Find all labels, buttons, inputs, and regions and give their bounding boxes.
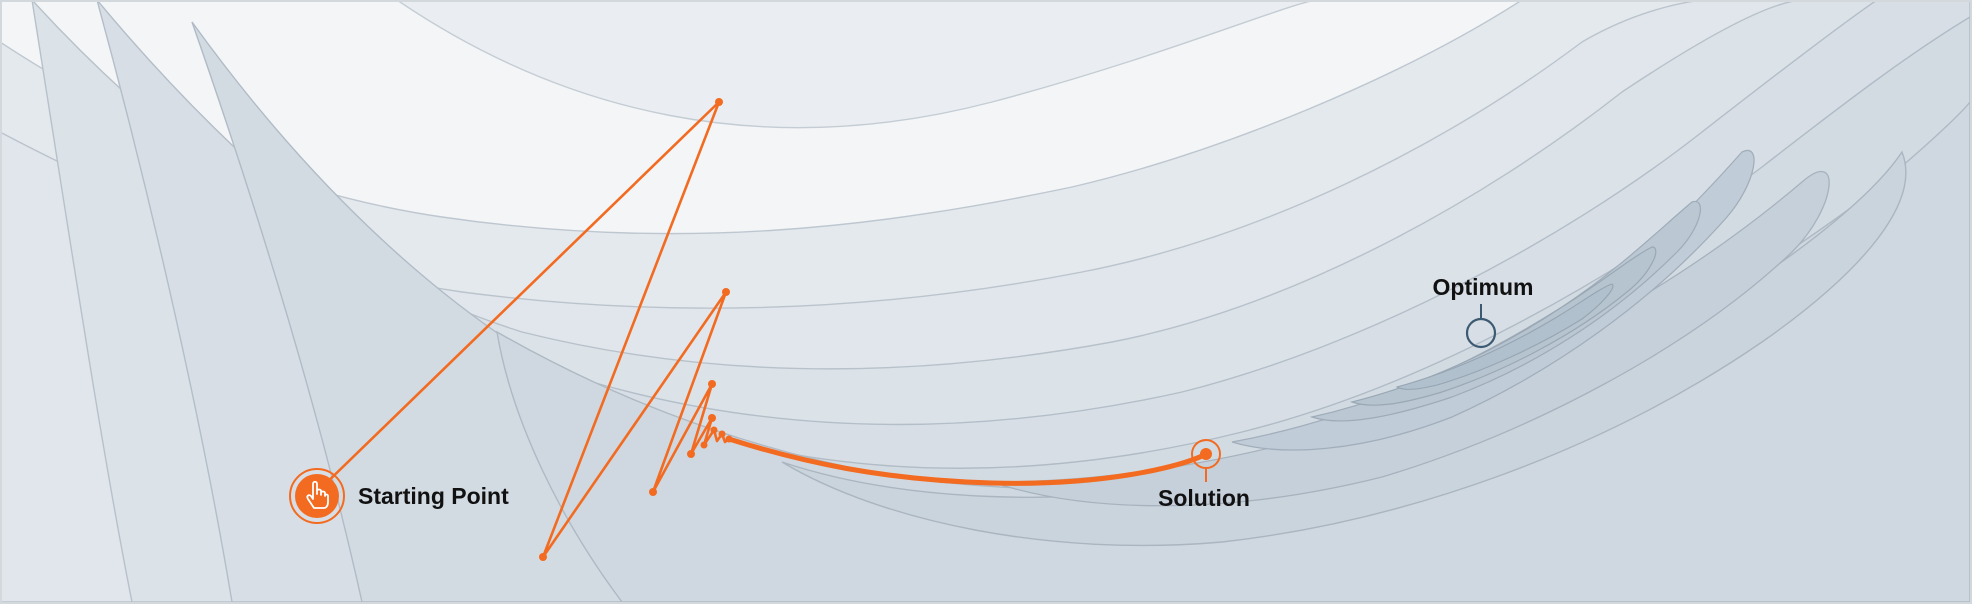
solution-label: Solution bbox=[1158, 485, 1250, 511]
converging-path-line bbox=[726, 436, 1209, 486]
step-point bbox=[649, 488, 657, 496]
contour-level bbox=[1395, 283, 1614, 390]
optimization-path bbox=[316, 98, 1209, 561]
optimum-marker bbox=[1465, 304, 1497, 349]
step-point bbox=[539, 553, 547, 561]
step-markers bbox=[539, 98, 733, 561]
contour-level bbox=[1309, 200, 1701, 422]
step-point bbox=[718, 430, 726, 438]
step-point bbox=[715, 98, 723, 106]
starting-point-marker bbox=[289, 468, 345, 524]
step-point bbox=[725, 435, 733, 443]
hand-pointer-icon bbox=[306, 480, 329, 509]
step-point bbox=[687, 450, 695, 458]
step-point bbox=[700, 441, 708, 449]
step-point bbox=[708, 380, 716, 388]
starting-point-label: Starting Point bbox=[358, 483, 509, 509]
contour-level bbox=[398, 2, 1310, 129]
contour-level bbox=[1349, 246, 1657, 406]
step-point bbox=[708, 414, 716, 422]
step-point bbox=[710, 426, 718, 434]
optimum-label: Optimum bbox=[1433, 274, 1534, 300]
step-point bbox=[722, 288, 730, 296]
solution-marker bbox=[1191, 439, 1221, 482]
